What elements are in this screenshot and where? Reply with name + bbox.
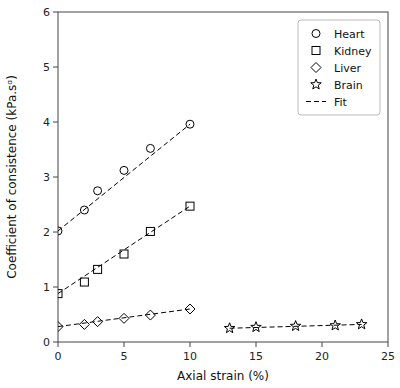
point <box>79 319 89 329</box>
point <box>186 202 194 210</box>
x-tick-label: 0 <box>55 350 62 363</box>
legend-box <box>298 20 380 115</box>
legend-label: Liver <box>334 62 361 75</box>
y-tick <box>53 67 58 68</box>
y-tick-label: 0 <box>43 336 50 349</box>
points <box>58 120 367 333</box>
legend-label: Fit <box>334 96 348 109</box>
legend-swatch <box>312 47 320 55</box>
data-layer <box>58 120 367 333</box>
x-tick <box>58 342 59 347</box>
legend-label: Kidney <box>334 45 372 58</box>
y-tick <box>53 287 58 288</box>
point <box>120 250 128 258</box>
y-axis-label: Coefficient of consistence (kPa.sᵅ) <box>5 75 19 279</box>
point <box>186 120 194 128</box>
chart: 0 5 10 15 20 25 0 1 2 3 4 5 6 Axial strain (%) Coeffic… <box>0 0 400 388</box>
y-tick-label: 1 <box>43 281 50 294</box>
fit-line <box>230 324 362 328</box>
fit-line <box>58 309 190 327</box>
legend-swatch <box>311 79 321 89</box>
x-tick <box>388 342 389 347</box>
point <box>120 166 128 174</box>
y-tick <box>53 12 58 13</box>
fit-line <box>58 124 190 231</box>
y-tick-label: 3 <box>43 171 50 184</box>
point <box>330 320 340 330</box>
y-tick <box>53 177 58 178</box>
plot-frame <box>58 12 388 342</box>
point <box>224 323 234 333</box>
y-tick <box>53 232 58 233</box>
point <box>290 321 300 331</box>
legend-label: Brain <box>334 79 363 92</box>
legend-label: Heart <box>334 28 365 41</box>
point <box>356 319 366 329</box>
y-tick-label: 5 <box>43 61 50 74</box>
x-tick <box>322 342 323 347</box>
point <box>146 227 154 235</box>
x-tick <box>124 342 125 347</box>
y-tick-label: 6 <box>43 6 50 19</box>
x-tick-label: 20 <box>315 350 329 363</box>
fit-line <box>58 206 190 293</box>
y-tick-label: 4 <box>43 116 50 129</box>
point <box>145 310 155 320</box>
x-tick <box>256 342 257 347</box>
point <box>185 304 195 314</box>
x-tick <box>190 342 191 347</box>
x-axis-label: Axial strain (%) <box>177 369 269 383</box>
point <box>58 322 63 332</box>
fit-lines <box>58 124 362 328</box>
point <box>80 206 88 214</box>
point <box>146 144 154 152</box>
point <box>58 227 62 235</box>
x-tick-label: 25 <box>381 350 395 363</box>
x-tick-label: 5 <box>121 350 128 363</box>
point <box>80 278 88 286</box>
point <box>58 290 62 298</box>
point <box>251 322 261 332</box>
x-tick-label: 15 <box>249 350 263 363</box>
axes: 0 5 10 15 20 25 0 1 2 3 4 5 6 <box>43 6 395 363</box>
legend-swatch <box>312 30 320 38</box>
x-tick-label: 10 <box>183 350 197 363</box>
point <box>119 313 129 323</box>
y-tick-label: 2 <box>43 226 50 239</box>
legend-swatch <box>306 101 326 102</box>
y-tick <box>53 342 58 343</box>
point <box>93 317 103 327</box>
legend: Heart Kidney Liver Brain Fit <box>298 20 380 115</box>
point <box>94 265 102 273</box>
legend-swatch <box>311 63 321 73</box>
y-tick <box>53 122 58 123</box>
point <box>94 187 102 195</box>
